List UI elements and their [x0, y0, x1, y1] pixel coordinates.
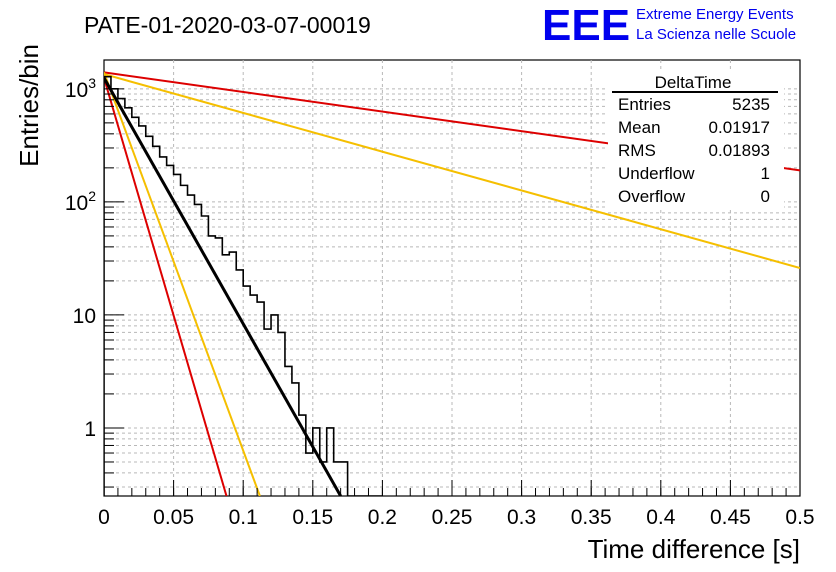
- stats-row-label: RMS: [618, 141, 656, 160]
- tick-labels: 0 0.05 0.1 0.15 0.2 0.25 0.3 0.35 0.4 0.45 0.51101…: [65, 75, 815, 529]
- stats-row-value: 0.01893: [709, 141, 770, 160]
- run-title: PATE-01-2020-03-07-00019: [84, 12, 371, 38]
- stats-row-label: Underflow: [618, 164, 695, 183]
- y-axis-title: Entries/bin: [14, 44, 44, 167]
- logo-line-2: La Scienza nelle Scuole: [636, 26, 796, 43]
- x-tick-label: 0.15: [292, 506, 333, 529]
- stats-row-value: 0.01917: [709, 118, 770, 137]
- histogram: [104, 75, 383, 496]
- stats-name: DeltaTime: [655, 73, 732, 92]
- x-tick-label: 0.5: [785, 506, 814, 529]
- stats-row-value: 0: [761, 187, 770, 206]
- x-tick-label: 0.45: [710, 506, 751, 529]
- stats-row-value: 5235: [732, 95, 770, 114]
- x-tick-label: 0.35: [571, 506, 612, 529]
- stats-row-value: 1: [761, 164, 770, 183]
- y-tick-label: 103: [65, 75, 96, 102]
- stats-rows: Entries 5235 Mean 0.01917 RMS 0.01893 Underflo…: [618, 95, 770, 206]
- fit-line-segment: [104, 77, 342, 496]
- logo-mark: EEE: [542, 1, 630, 50]
- x-tick-label: 0.2: [368, 506, 397, 529]
- stats-row-label: Overflow: [618, 187, 686, 206]
- x-tick-label: 0.4: [646, 506, 676, 529]
- x-tick-label: 0.1: [229, 506, 258, 529]
- model-curve: [104, 71, 261, 496]
- model-curve: [104, 77, 228, 496]
- x-tick-label: 0.25: [432, 506, 473, 529]
- x-tick-label: 0.3: [507, 506, 536, 529]
- stats-row-label: Entries: [618, 95, 671, 114]
- logo-line-1: Extreme Energy Events: [636, 6, 794, 23]
- stats-row-label: Mean: [618, 118, 661, 137]
- x-tick-label: 0.05: [153, 506, 194, 529]
- y-tick-label: 10: [73, 305, 96, 328]
- histogram-outline: [104, 75, 383, 496]
- x-axis-title: Time difference [s]: [588, 534, 800, 564]
- grid: [104, 60, 800, 496]
- model-curve: [104, 73, 800, 269]
- stats-box: DeltaTime Entries 5235 Mean 0.01917 RMS 0.018…: [608, 70, 784, 208]
- y-tick-label: 1: [84, 418, 96, 441]
- x-tick-label: 0: [98, 506, 110, 529]
- axis-ticks: [103, 88, 801, 496]
- fit-line: [104, 77, 342, 496]
- y-tick-label: 102: [65, 188, 96, 215]
